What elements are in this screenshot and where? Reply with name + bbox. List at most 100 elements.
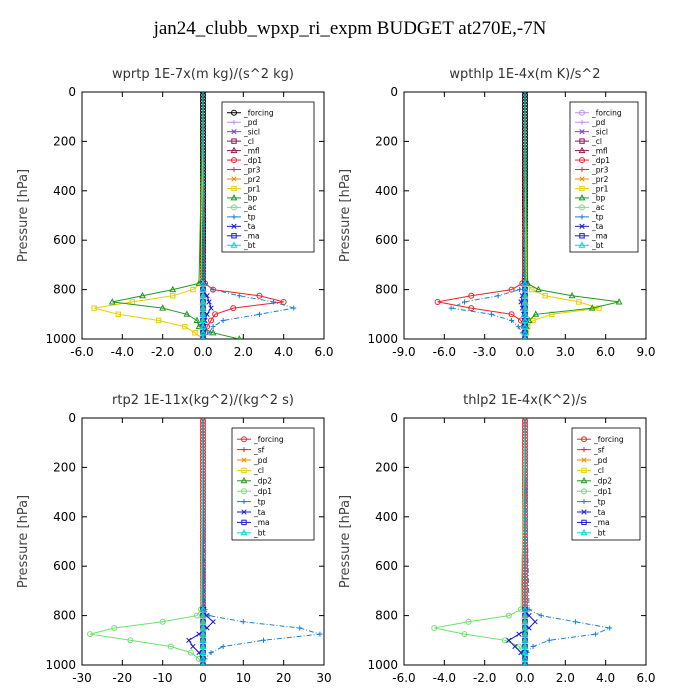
data-point [522,661,528,665]
data-point [468,292,475,299]
data-point [210,619,216,625]
data-point [568,291,576,299]
data-point [199,624,207,631]
legend-label: _bp [591,194,606,203]
data-point [159,618,166,625]
x-tick-label: -20 [113,671,133,685]
legend-marker [579,176,585,182]
legend-marker [241,447,247,453]
data-point [468,305,475,312]
data-point [462,299,467,305]
data-point [208,650,214,656]
data-point [206,613,212,619]
legend-marker [240,528,248,536]
legend-marker [231,129,237,135]
data-point [532,310,540,317]
series-group [434,92,623,339]
data-point [208,305,214,311]
panel-4: thlp2 1E-4x(K^2)/s Pressure [hPa] -6.0 -4.0… [338,393,656,685]
x-tick-label: -2.0 [151,345,174,359]
legend-marker [231,204,237,211]
y-tick-label: 400 [375,184,398,198]
legend-marker [231,185,237,192]
legend-label: _cl [593,466,604,475]
y-tick-label: 0 [68,85,76,99]
data-point [546,637,552,643]
y-tick-label: 0 [390,85,398,99]
data-point [521,322,529,330]
y-tick-label: 1000 [367,332,398,346]
y-tick-label: 200 [375,134,398,148]
x-tick-label: 4.0 [596,671,615,685]
legend-label: _bt [243,241,256,250]
legend-label: _bp [243,194,258,203]
x-tick-label: -4.0 [111,345,134,359]
data-point [522,662,528,665]
data-point [199,611,207,619]
legend-marker [231,214,237,220]
legend-label: _ma [253,518,270,527]
data-point [199,291,207,299]
data-point [220,317,226,323]
legend-marker [579,119,585,125]
legend-label: _bt [253,529,266,538]
legend-marker [579,185,585,192]
legend-marker [231,138,237,144]
data-point [200,335,206,339]
legend-label: _dp1 [591,156,610,165]
x-tick-label: 6.0 [596,345,615,359]
data-point [108,298,116,305]
data-point [208,317,215,324]
y-tick-label: 800 [53,609,76,623]
data-point [596,305,602,311]
data-point [87,631,94,638]
legend-label: _tp [591,213,604,222]
y-tick-label: 1000 [45,332,76,346]
data-point [593,631,599,637]
legend-marker [231,119,237,125]
data-point [512,643,518,650]
legend-label: _cl [591,137,602,146]
data-point [521,310,529,317]
x-tick-label: 0.0 [193,345,212,359]
legend-marker [230,146,238,154]
panel-title: thlp2 1E-4x(K^2)/s [463,393,587,408]
legend-label: _ta [243,222,255,231]
legend-label: _sicl [243,127,260,136]
data-point [530,643,536,649]
data-point [199,630,207,637]
data-point [256,292,263,299]
data-point [532,619,538,625]
legend-marker [241,509,247,515]
data-point [506,637,512,643]
data-point [317,631,323,637]
data-point [261,637,266,643]
legend-label: _dp1 [243,156,262,165]
legend-marker [231,233,237,239]
data-point [199,328,207,336]
legend-label: _forcing [253,435,284,444]
data-point [256,311,262,317]
y-tick-label: 400 [375,510,398,524]
data-point [522,335,528,339]
y-tick-label: 400 [53,510,76,524]
legend-marker [579,138,585,144]
x-tick-label: -3.0 [473,345,496,359]
y-tick-label: 600 [375,559,398,573]
series-line-dp1 [89,418,204,665]
data-point [190,286,196,293]
x-tick-label: 0 [199,671,207,685]
legend-label: _pd [243,118,258,127]
data-point [91,305,97,311]
data-point [508,311,515,318]
data-point [501,637,508,644]
legend-label: _pr1 [591,184,609,193]
legend-label: _tp [253,497,266,506]
x-tick-label: -10 [153,671,173,685]
x-tick-label: 0.0 [515,345,534,359]
data-point [529,286,535,293]
y-tick-label: 200 [375,460,398,474]
data-point [186,637,192,643]
legend-label: _ma [593,518,610,527]
y-tick-label: 200 [53,460,76,474]
